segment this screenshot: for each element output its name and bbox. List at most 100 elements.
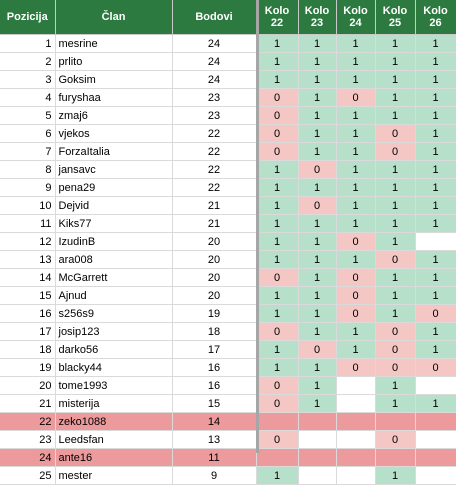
- cell-kolo-23[interactable]: 1: [298, 250, 337, 269]
- cell-kolo-25[interactable]: 1: [375, 376, 416, 395]
- header-pozicija[interactable]: Pozicija: [0, 0, 56, 35]
- cell-kolo-26[interactable]: 1: [415, 88, 456, 107]
- cell-kolo-22[interactable]: 1: [256, 52, 299, 71]
- cell-kolo-23[interactable]: 0: [298, 196, 337, 215]
- cell-kolo-26[interactable]: 1: [415, 196, 456, 215]
- cell-clan[interactable]: misterija: [55, 394, 173, 413]
- header-clan[interactable]: Član: [55, 0, 173, 35]
- cell-kolo-24[interactable]: 1: [336, 70, 376, 89]
- cell-kolo-24[interactable]: 0: [336, 88, 376, 107]
- cell-kolo-25[interactable]: 1: [375, 178, 416, 197]
- cell-kolo-24[interactable]: 1: [336, 124, 376, 143]
- header-kolo-25[interactable]: Kolo 25: [375, 0, 416, 35]
- cell-kolo-24[interactable]: 0: [336, 286, 376, 305]
- cell-kolo-23[interactable]: 1: [298, 214, 337, 233]
- cell-kolo-23[interactable]: 1: [298, 88, 337, 107]
- cell-clan[interactable]: furyshaa: [55, 88, 173, 107]
- cell-kolo-22[interactable]: 0: [256, 142, 299, 161]
- cell-bodovi[interactable]: 24: [172, 34, 257, 53]
- cell-bodovi[interactable]: 24: [172, 52, 257, 71]
- cell-bodovi[interactable]: 16: [172, 358, 257, 377]
- cell-kolo-23[interactable]: 1: [298, 394, 337, 413]
- cell-kolo-24[interactable]: 0: [336, 304, 376, 323]
- cell-kolo-22[interactable]: 0: [256, 88, 299, 107]
- cell-kolo-25[interactable]: 1: [375, 394, 416, 413]
- cell-pozicija[interactable]: 6: [0, 124, 56, 143]
- cell-kolo-25[interactable]: 0: [375, 322, 416, 341]
- cell-kolo-26[interactable]: 1: [415, 34, 456, 53]
- cell-kolo-24[interactable]: [336, 412, 376, 431]
- cell-pozicija[interactable]: 24: [0, 448, 56, 467]
- cell-clan[interactable]: ante16: [55, 448, 173, 467]
- cell-bodovi[interactable]: 14: [172, 412, 257, 431]
- cell-bodovi[interactable]: 20: [172, 286, 257, 305]
- cell-kolo-26[interactable]: 1: [415, 214, 456, 233]
- cell-pozicija[interactable]: 5: [0, 106, 56, 125]
- cell-pozicija[interactable]: 14: [0, 268, 56, 287]
- cell-kolo-22[interactable]: 0: [256, 394, 299, 413]
- cell-bodovi[interactable]: 18: [172, 322, 257, 341]
- cell-kolo-24[interactable]: 1: [336, 178, 376, 197]
- cell-kolo-22[interactable]: 0: [256, 124, 299, 143]
- cell-kolo-23[interactable]: 1: [298, 124, 337, 143]
- cell-clan[interactable]: darko56: [55, 340, 173, 359]
- cell-kolo-23[interactable]: 1: [298, 376, 337, 395]
- cell-kolo-26[interactable]: [415, 232, 456, 251]
- frozen-column-divider[interactable]: [256, 0, 259, 453]
- cell-clan[interactable]: zmaj6: [55, 106, 173, 125]
- cell-kolo-23[interactable]: 1: [298, 358, 337, 377]
- cell-kolo-24[interactable]: 1: [336, 52, 376, 71]
- cell-kolo-23[interactable]: [298, 466, 337, 485]
- cell-kolo-25[interactable]: 0: [375, 250, 416, 269]
- cell-kolo-22[interactable]: 0: [256, 268, 299, 287]
- cell-kolo-26[interactable]: 1: [415, 394, 456, 413]
- cell-kolo-22[interactable]: 1: [256, 286, 299, 305]
- cell-bodovi[interactable]: 11: [172, 448, 257, 467]
- cell-kolo-26[interactable]: 1: [415, 340, 456, 359]
- cell-clan[interactable]: mesrine: [55, 34, 173, 53]
- cell-bodovi[interactable]: 16: [172, 376, 257, 395]
- cell-kolo-26[interactable]: [415, 376, 456, 395]
- cell-kolo-24[interactable]: 0: [336, 268, 376, 287]
- cell-clan[interactable]: Leedsfan: [55, 430, 173, 449]
- cell-kolo-26[interactable]: [415, 448, 456, 467]
- cell-kolo-24[interactable]: 1: [336, 142, 376, 161]
- cell-pozicija[interactable]: 25: [0, 466, 56, 485]
- cell-clan[interactable]: McGarrett: [55, 268, 173, 287]
- cell-kolo-24[interactable]: [336, 430, 376, 449]
- cell-kolo-24[interactable]: 1: [336, 160, 376, 179]
- cell-bodovi[interactable]: 20: [172, 250, 257, 269]
- cell-pozicija[interactable]: 9: [0, 178, 56, 197]
- cell-clan[interactable]: s256s9: [55, 304, 173, 323]
- cell-clan[interactable]: Goksim: [55, 70, 173, 89]
- cell-pozicija[interactable]: 2: [0, 52, 56, 71]
- cell-kolo-22[interactable]: 1: [256, 196, 299, 215]
- cell-kolo-22[interactable]: 1: [256, 232, 299, 251]
- cell-bodovi[interactable]: 23: [172, 88, 257, 107]
- cell-clan[interactable]: Kiks77: [55, 214, 173, 233]
- cell-kolo-24[interactable]: 0: [336, 232, 376, 251]
- header-kolo-26[interactable]: Kolo 26: [415, 0, 456, 35]
- cell-kolo-25[interactable]: 1: [375, 52, 416, 71]
- cell-kolo-26[interactable]: [415, 430, 456, 449]
- cell-kolo-22[interactable]: 1: [256, 160, 299, 179]
- cell-pozicija[interactable]: 8: [0, 160, 56, 179]
- cell-clan[interactable]: vjekos: [55, 124, 173, 143]
- cell-kolo-23[interactable]: 1: [298, 70, 337, 89]
- cell-kolo-23[interactable]: 1: [298, 34, 337, 53]
- cell-kolo-25[interactable]: 1: [375, 34, 416, 53]
- cell-kolo-23[interactable]: [298, 448, 337, 467]
- cell-clan[interactable]: ForzaItalia: [55, 142, 173, 161]
- cell-pozicija[interactable]: 4: [0, 88, 56, 107]
- cell-kolo-24[interactable]: 1: [336, 322, 376, 341]
- cell-kolo-25[interactable]: 1: [375, 232, 416, 251]
- cell-kolo-25[interactable]: 0: [375, 340, 416, 359]
- cell-kolo-24[interactable]: 1: [336, 250, 376, 269]
- cell-kolo-24[interactable]: 0: [336, 358, 376, 377]
- cell-kolo-26[interactable]: 1: [415, 250, 456, 269]
- cell-kolo-25[interactable]: 1: [375, 214, 416, 233]
- cell-kolo-22[interactable]: 0: [256, 376, 299, 395]
- cell-pozicija[interactable]: 23: [0, 430, 56, 449]
- cell-pozicija[interactable]: 10: [0, 196, 56, 215]
- cell-kolo-23[interactable]: 1: [298, 106, 337, 125]
